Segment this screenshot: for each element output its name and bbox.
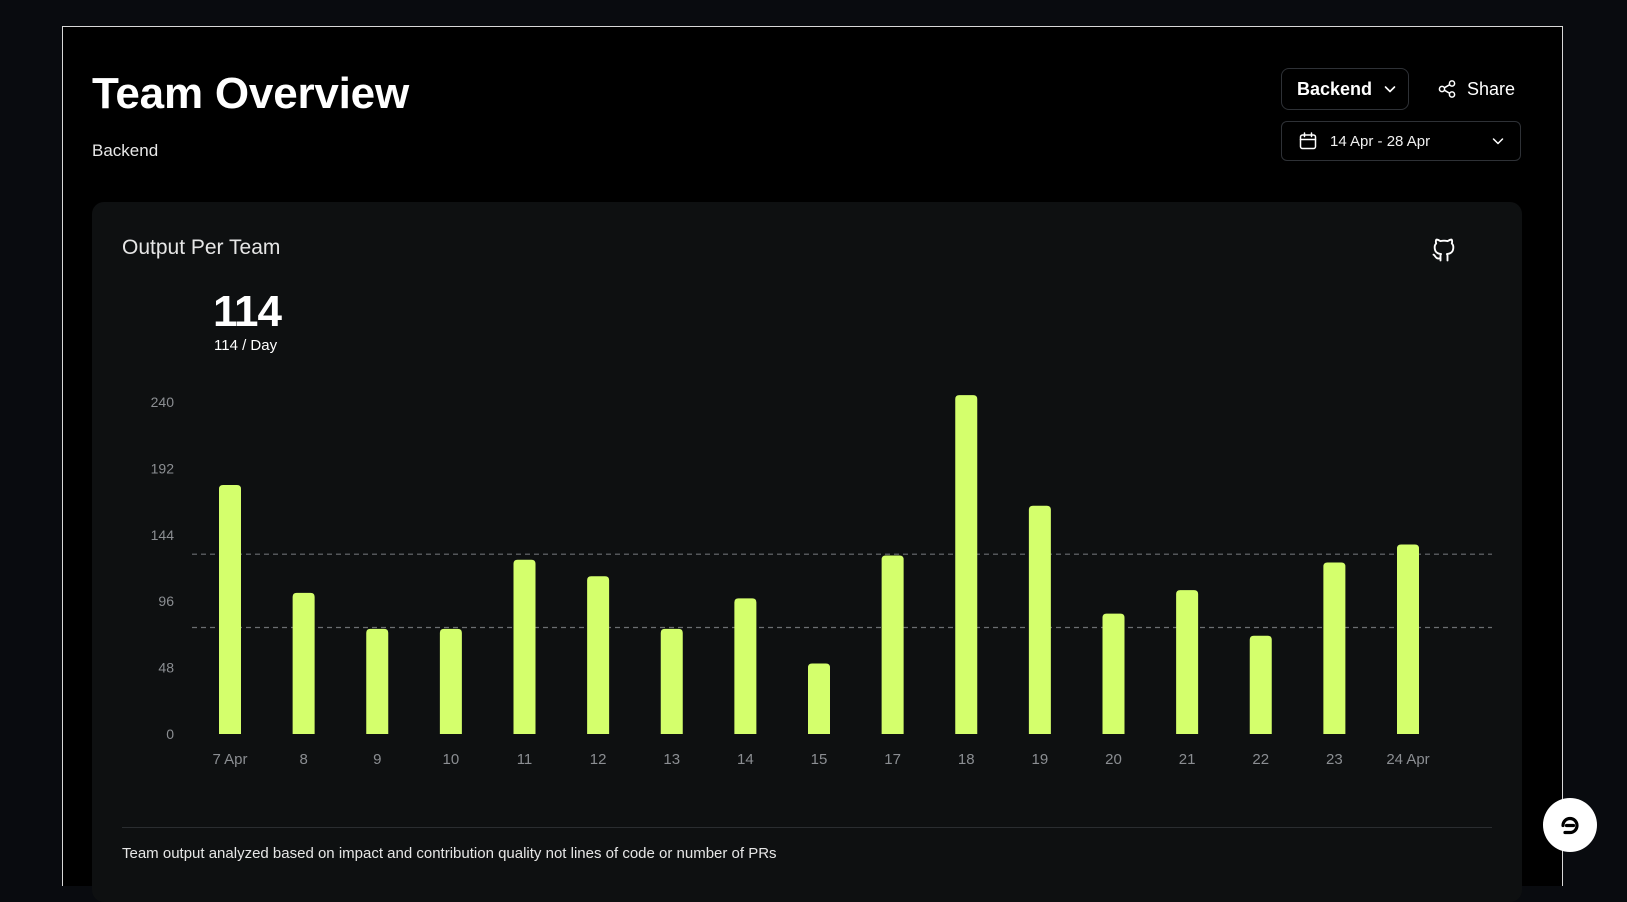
x-tick-label: 10 xyxy=(443,751,460,768)
x-tick-label: 18 xyxy=(958,751,975,768)
app-frame: Team Overview Backend Backend Share 14 A… xyxy=(62,26,1563,902)
chart-bar xyxy=(1397,544,1419,734)
x-tick-label: 12 xyxy=(590,751,607,768)
page-subtitle: Backend xyxy=(92,141,159,160)
chart-bar xyxy=(1102,613,1125,734)
x-tick-label: 7 Apr xyxy=(212,751,247,768)
chart-bar xyxy=(292,592,315,734)
chart-bar xyxy=(881,555,904,734)
x-tick-label: 19 xyxy=(1032,751,1049,768)
x-tick-label: 11 xyxy=(517,751,533,768)
share-label: Share xyxy=(1467,78,1516,99)
calendar-icon xyxy=(1298,131,1318,151)
chart-bar xyxy=(1176,590,1199,734)
chart-bar xyxy=(513,559,536,734)
date-range-select[interactable]: 14 Apr - 28 Apr xyxy=(1281,121,1521,161)
x-tick-label: 9 xyxy=(373,751,381,768)
x-tick-label: 23 xyxy=(1326,751,1343,768)
chart-bar xyxy=(1028,505,1051,734)
y-tick-label: 0 xyxy=(166,726,174,742)
chart-bar xyxy=(219,485,241,734)
x-tick-label: 14 xyxy=(737,751,754,768)
card-divider xyxy=(122,827,1492,828)
share-button[interactable]: Share xyxy=(1431,68,1521,110)
x-tick-label: 8 xyxy=(299,751,307,768)
chart-bar xyxy=(439,628,462,734)
date-range-value: 14 Apr - 28 Apr xyxy=(1330,132,1431,150)
card-footnote: Team output analyzed based on impact and… xyxy=(122,845,777,862)
x-tick-label: 15 xyxy=(811,751,828,768)
x-tick-label: 17 xyxy=(884,751,901,768)
y-tick-label: 96 xyxy=(158,593,174,609)
page-title: Team Overview xyxy=(92,69,409,118)
chart-bar xyxy=(808,663,830,734)
chart-bar xyxy=(1249,635,1272,734)
output-value: 114 xyxy=(213,287,282,336)
x-tick-label: 24 Apr xyxy=(1386,751,1429,768)
y-tick-label: 144 xyxy=(151,527,175,543)
output-bar-chart: 0 48 96 144 192 240 7 Apr 8 9 10 11 12 13 14 15 17 18 19 2… xyxy=(151,394,1492,768)
team-select-value: Backend xyxy=(1297,78,1373,99)
chart-bar xyxy=(366,628,389,734)
chart-bar xyxy=(660,628,683,734)
chat-icon xyxy=(1558,813,1582,837)
chart-bar xyxy=(955,395,978,734)
github-icon[interactable] xyxy=(1430,236,1458,264)
team-select[interactable]: Backend xyxy=(1281,68,1409,110)
chart-bar xyxy=(587,576,610,734)
card-title: Output Per Team xyxy=(122,236,281,259)
chevron-down-icon xyxy=(1490,133,1506,149)
chart-bar xyxy=(1323,562,1346,734)
x-tick-label: 21 xyxy=(1179,751,1196,768)
y-tick-label: 240 xyxy=(151,394,175,410)
share-icon xyxy=(1437,79,1457,99)
output-per-day: 114 / Day xyxy=(214,337,278,354)
x-tick-label: 13 xyxy=(663,751,680,768)
output-per-team-card: Output Per Team 114 114 / Day 0 48 96 144 19… xyxy=(92,202,1522,902)
chart-bar xyxy=(734,598,757,734)
chat-launcher-button[interactable] xyxy=(1543,798,1597,852)
y-tick-label: 192 xyxy=(151,460,175,476)
x-tick-label: 22 xyxy=(1252,751,1269,768)
y-tick-label: 48 xyxy=(158,660,174,676)
chevron-down-icon xyxy=(1382,81,1398,97)
x-tick-label: 20 xyxy=(1105,751,1122,768)
